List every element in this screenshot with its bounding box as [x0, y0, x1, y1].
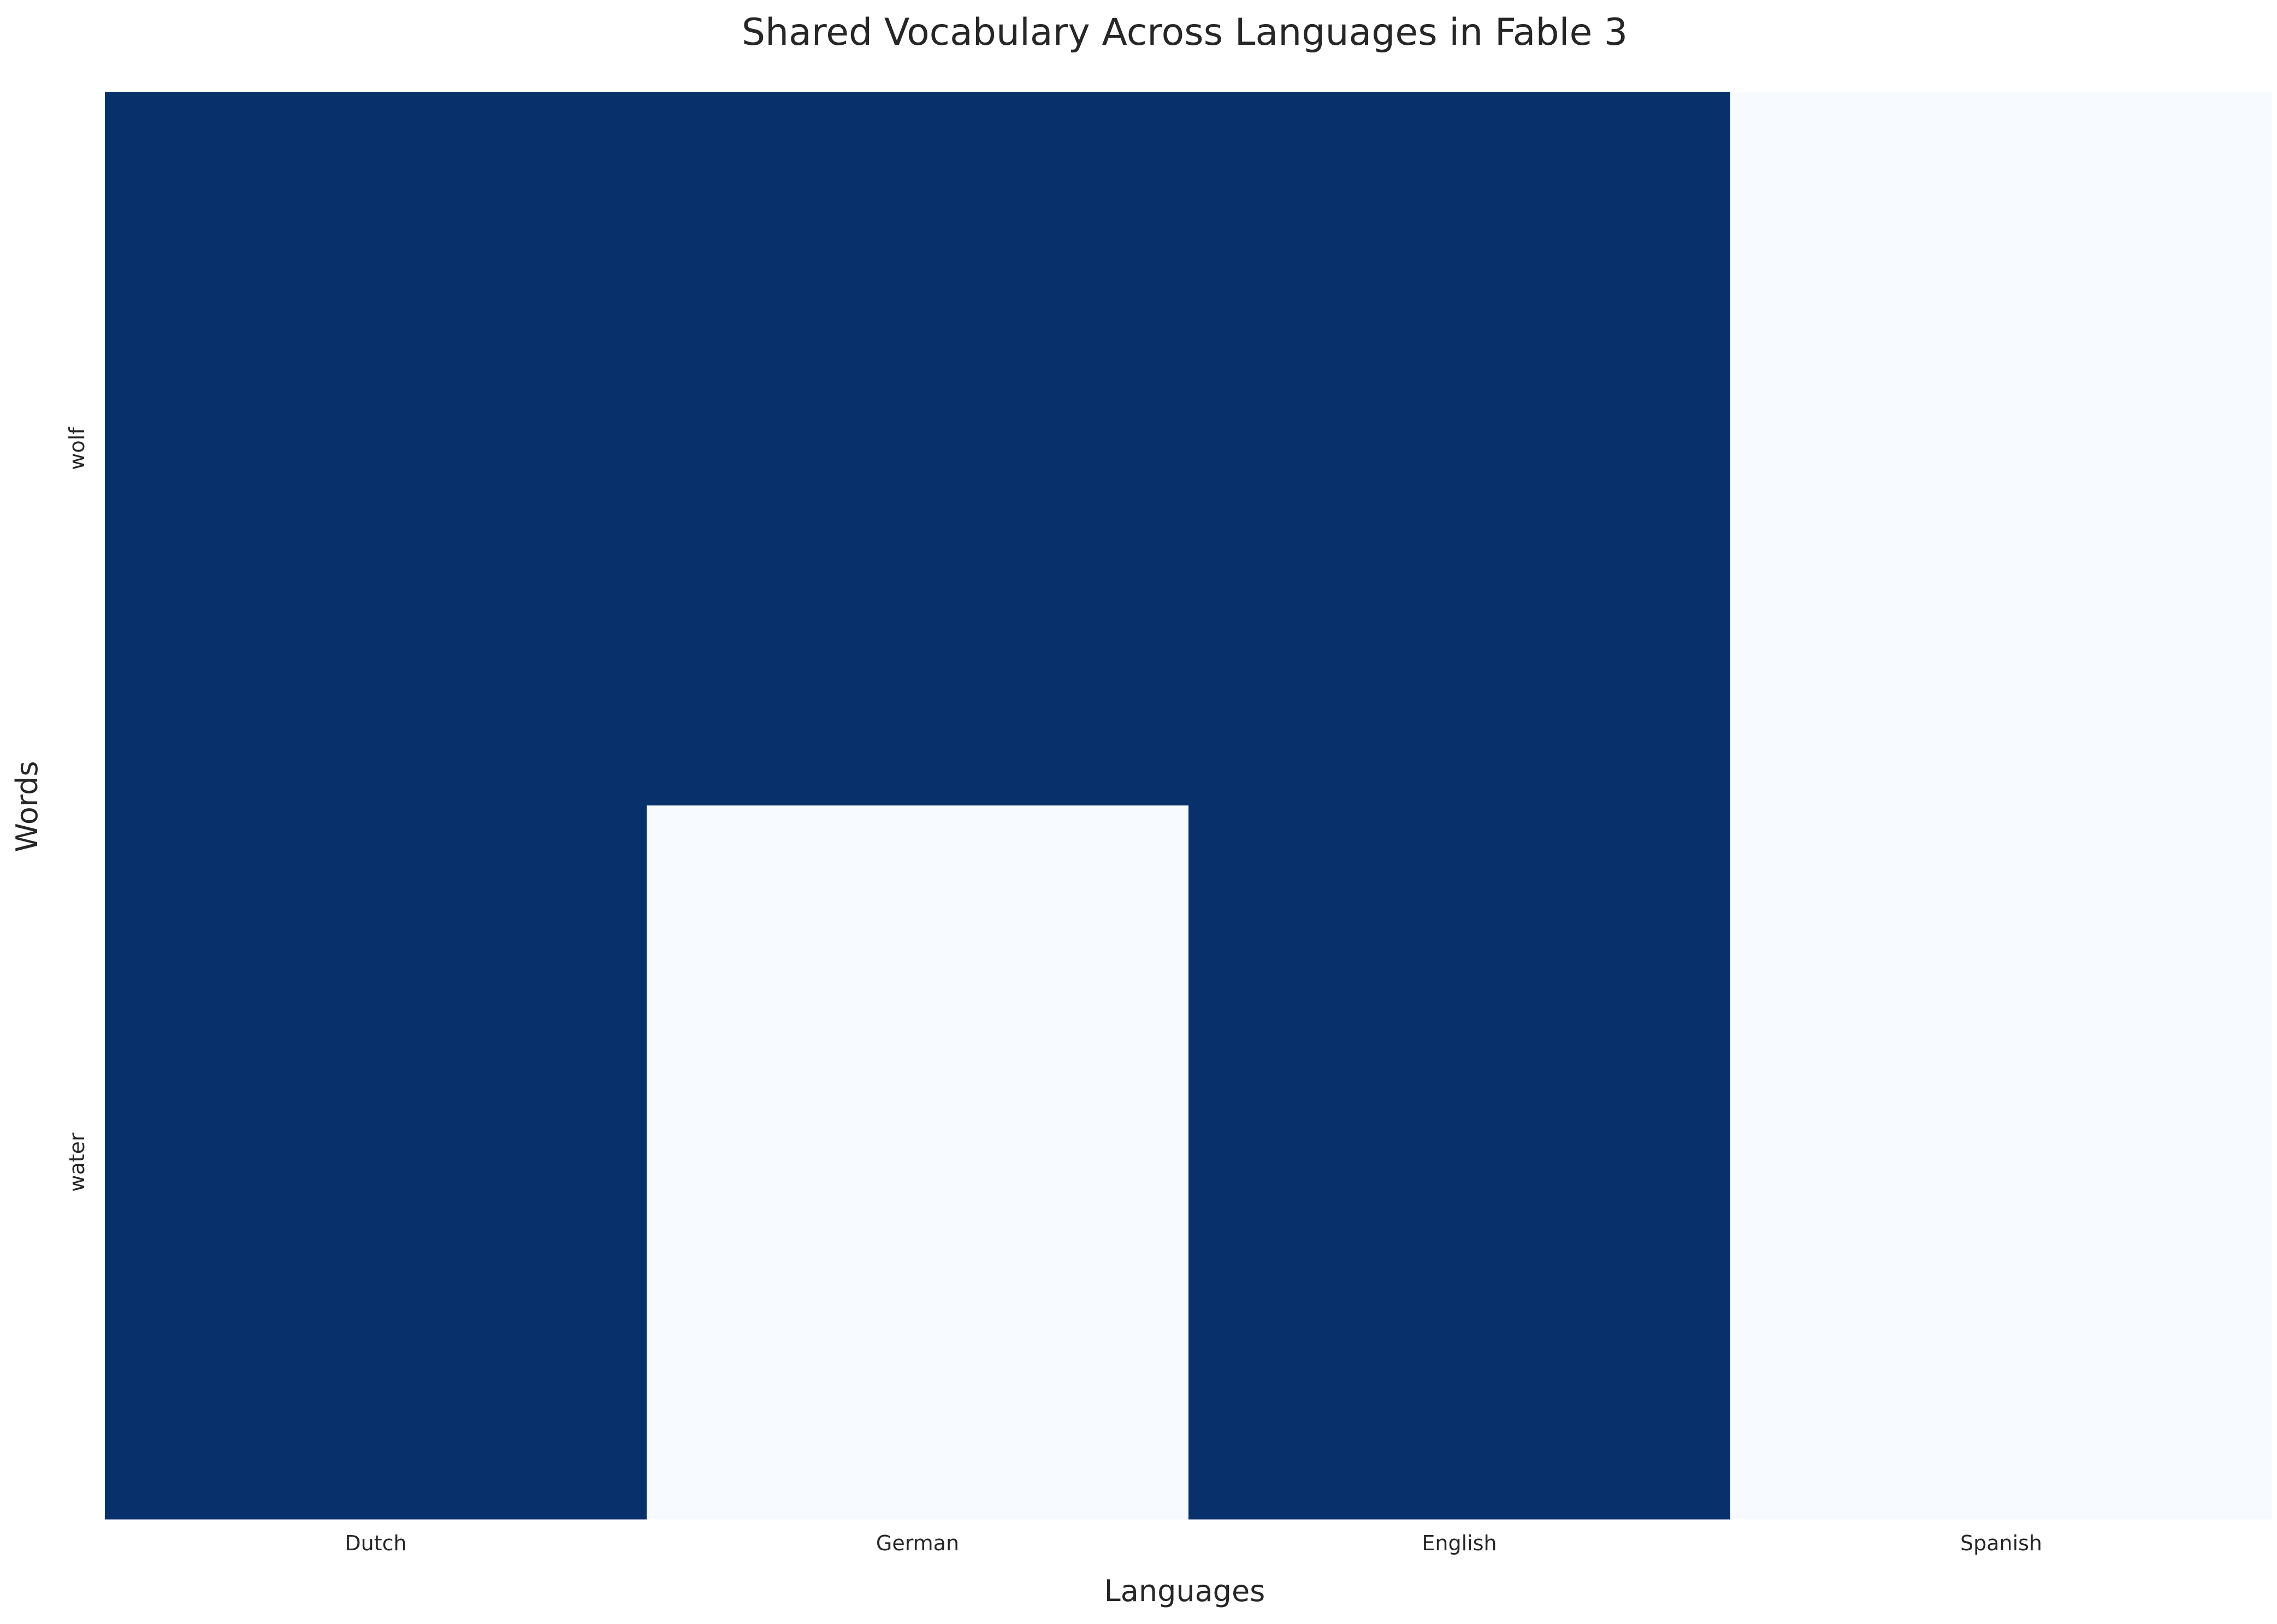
heatmap-cell-water-spanish [1730, 805, 2273, 1520]
x-tick-label-german: German [876, 1531, 959, 1555]
x-tick-label-english: English [1422, 1531, 1497, 1555]
heatmap-cell-wolf-spanish [1730, 92, 2273, 806]
heatmap-cells [105, 92, 2273, 1520]
heatmap-cell-water-english [1188, 805, 1731, 1520]
y-tick-label-wolf: wolf [65, 426, 89, 470]
heatmap-cell-wolf-dutch [105, 92, 647, 806]
y-axis-label: Words [10, 761, 44, 852]
x-tick-label-dutch: Dutch [345, 1531, 406, 1555]
heatmap-cell-wolf-english [1188, 92, 1731, 806]
heatmap-cell-water-dutch [105, 805, 647, 1520]
x-tick-labels: Dutch German English Spanish [345, 1531, 2042, 1555]
chart-title: Shared Vocabulary Across Languages in Fa… [742, 11, 1628, 54]
heatmap-cell-wolf-german [647, 92, 1189, 806]
y-tick-label-water: water [65, 1133, 89, 1192]
x-axis-label: Languages [1104, 1574, 1265, 1608]
x-tick-label-spanish: Spanish [1960, 1531, 2042, 1555]
y-tick-labels: wolf water [65, 426, 89, 1192]
heatmap-cell-water-german [647, 805, 1189, 1520]
